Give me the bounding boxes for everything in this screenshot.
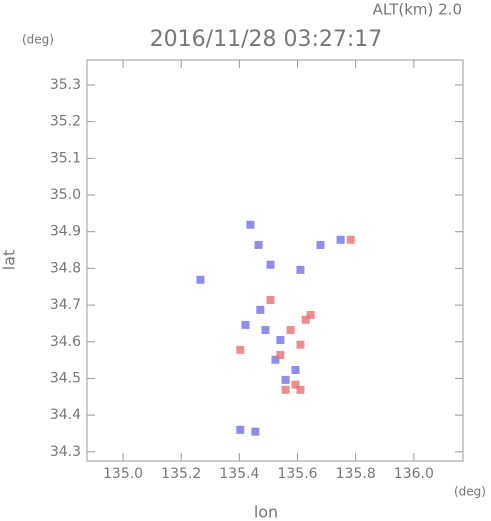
data-point xyxy=(196,275,205,284)
data-point xyxy=(291,380,300,389)
y-tick-label: 34.9 xyxy=(50,224,81,240)
data-point xyxy=(266,260,275,269)
data-point xyxy=(276,335,285,344)
y-tick-label: 34.4 xyxy=(50,407,81,423)
y-tick-label: 34.8 xyxy=(50,260,81,276)
x-tick-label: 135.2 xyxy=(161,466,201,482)
data-point xyxy=(301,315,310,324)
data-point xyxy=(291,366,300,375)
data-point xyxy=(296,385,305,394)
data-point xyxy=(306,310,315,319)
data-point xyxy=(296,265,305,274)
subtitle: ALT(km) 2.0 xyxy=(373,1,462,19)
plot-frame xyxy=(86,59,464,462)
y-tick-label: 35.2 xyxy=(50,114,81,130)
x-tick-label: 135.8 xyxy=(336,466,376,482)
x-axis-label: lon xyxy=(254,503,278,521)
data-point xyxy=(261,326,270,335)
x-tick-label: 136.0 xyxy=(394,466,434,482)
data-point xyxy=(254,240,263,249)
y-tick-label: 35.1 xyxy=(50,150,81,166)
data-point xyxy=(256,305,265,314)
data-point xyxy=(281,385,290,394)
y-tick-label: 35.0 xyxy=(50,187,81,203)
x-tick-label: 135.4 xyxy=(219,466,259,482)
data-point xyxy=(236,345,245,354)
data-point xyxy=(286,326,295,335)
y-tick-label: 34.7 xyxy=(50,297,81,313)
data-point xyxy=(271,355,280,364)
data-point xyxy=(336,235,345,244)
data-point xyxy=(246,220,255,229)
data-point xyxy=(346,235,355,244)
chart-title: 2016/11/28 03:27:17 xyxy=(150,27,383,52)
y-axis-label: lat xyxy=(0,250,19,271)
data-point xyxy=(296,340,305,349)
y-tick-label: 34.5 xyxy=(50,370,81,386)
data-point xyxy=(251,427,260,436)
y-tick-label: 35.3 xyxy=(50,77,81,93)
y-tick-label: 34.3 xyxy=(50,444,81,460)
data-point xyxy=(281,375,290,384)
x-tick-label: 135.6 xyxy=(277,466,317,482)
data-point xyxy=(236,425,245,434)
data-point xyxy=(266,295,275,304)
data-point xyxy=(241,320,250,329)
x-tick-label: 135.0 xyxy=(103,466,143,482)
x-unit: (deg) xyxy=(454,485,486,499)
y-unit: (deg) xyxy=(22,33,54,47)
y-tick-label: 34.6 xyxy=(50,334,81,350)
data-point xyxy=(276,350,285,359)
data-point xyxy=(316,240,325,249)
